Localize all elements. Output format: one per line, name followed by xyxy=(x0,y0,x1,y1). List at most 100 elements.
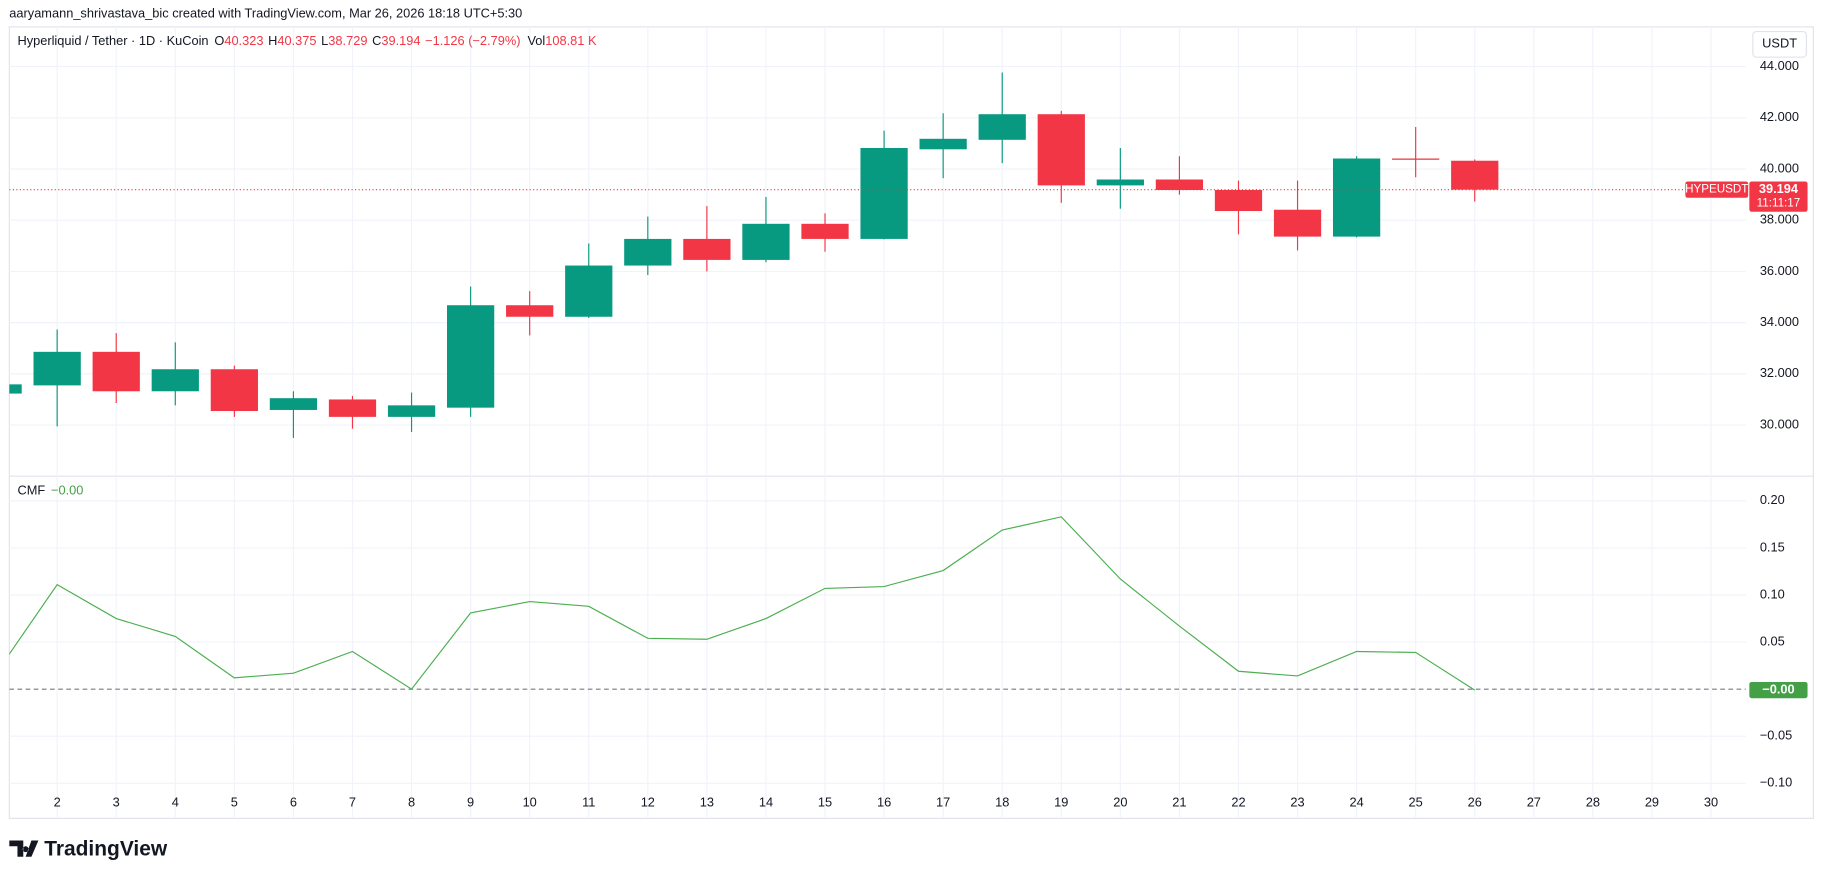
candle-body xyxy=(506,305,554,317)
candle-body xyxy=(919,138,967,150)
x-tick-label: 7 xyxy=(349,795,356,810)
symbol-title: Hyperliquid / Tether · 1D · KuCoin xyxy=(17,33,208,48)
x-tick-label: 20 xyxy=(1113,795,1127,810)
logo: TradingView xyxy=(9,837,168,860)
x-tick-label: 2 xyxy=(54,795,61,810)
logo-text: TradingView xyxy=(44,837,168,860)
y-tick-label: 30.000 xyxy=(1760,416,1799,431)
x-tick-label: 13 xyxy=(700,795,714,810)
attribution: aaryamann_shrivastava_bic created with T… xyxy=(9,5,522,20)
ohlc-label: L xyxy=(321,33,328,48)
x-tick-label: 5 xyxy=(231,795,238,810)
x-tick-label: 14 xyxy=(759,795,773,810)
x-tick-label: 9 xyxy=(467,795,474,810)
x-tick-label: 6 xyxy=(290,795,297,810)
x-tick-label: 11 xyxy=(582,795,595,810)
chart-frame xyxy=(8,26,1814,819)
logo-icon xyxy=(9,840,39,857)
candle-body xyxy=(33,351,81,386)
y-tick-label: 40.000 xyxy=(1760,160,1799,175)
countdown-label: 11:11:17 xyxy=(1757,197,1801,210)
x-tick-label: 29 xyxy=(1645,795,1659,810)
x-tick-label: 22 xyxy=(1231,795,1245,810)
x-tick-label: 15 xyxy=(818,795,832,810)
candle-body xyxy=(742,223,790,260)
y-tick-label: 32.000 xyxy=(1760,365,1799,380)
candle-body xyxy=(801,223,849,239)
volume-value: 108.81 K xyxy=(545,33,597,48)
symbol-badge xyxy=(1685,181,1749,198)
cmf-line xyxy=(9,516,1476,691)
y-tick-label: 0.10 xyxy=(1760,586,1785,601)
legend-header: Hyperliquid / Tether · 1D · KuCoin O40.32… xyxy=(17,33,597,48)
indicator-value: −0.00 xyxy=(51,483,83,498)
x-tick-label: 17 xyxy=(936,795,950,810)
currency-button[interactable] xyxy=(1752,30,1807,58)
indicator-name: CMF xyxy=(17,483,45,498)
x-tick-label: 30 xyxy=(1704,795,1718,810)
x-tick-label: 23 xyxy=(1290,795,1304,810)
candle-body xyxy=(860,148,908,239)
y-tick-label: 34.000 xyxy=(1760,314,1799,329)
y-tick-label: −0.05 xyxy=(1760,728,1792,743)
x-tick-label: 10 xyxy=(523,795,537,810)
candle-body xyxy=(683,238,731,260)
candle-body xyxy=(210,369,258,411)
axes: 2 3 4 5 6 7 8 9 10 11 12 13 14 15 16 17 18 19 20 21 22 23 24 25… xyxy=(54,58,1808,810)
ohlc-value: 40.375 xyxy=(277,33,316,48)
change: −1.126 (−2.79%) xyxy=(425,33,520,48)
candle-body xyxy=(269,398,318,410)
ohlc-label: O xyxy=(214,33,224,48)
candle-body xyxy=(1392,158,1440,160)
candle-body xyxy=(1273,209,1322,237)
indicator-badge xyxy=(1749,681,1808,699)
candle-body xyxy=(565,265,613,317)
symbol-label: HYPEUSDT xyxy=(1685,183,1748,196)
ohlc-value: 40.323 xyxy=(224,33,263,48)
ohlc-value: 38.729 xyxy=(328,33,367,48)
candle-body xyxy=(1214,190,1263,212)
candle-body xyxy=(1096,179,1144,186)
indicator-badge-label: −0.00 xyxy=(1762,681,1794,696)
x-tick-label: 24 xyxy=(1349,795,1363,810)
x-tick-label: 27 xyxy=(1527,795,1541,810)
x-tick-label: 8 xyxy=(408,795,415,810)
grid xyxy=(9,26,1746,818)
x-tick-label: 4 xyxy=(172,795,179,810)
candle-body xyxy=(1332,158,1381,237)
x-tick-label: 26 xyxy=(1468,795,1482,810)
candle-body xyxy=(978,114,1026,140)
cmf-pane xyxy=(9,516,1746,691)
x-tick-label: 21 xyxy=(1172,795,1186,810)
x-tick-label: 16 xyxy=(877,795,891,810)
currency-label: USDT xyxy=(1762,36,1797,51)
ohlc-label: H xyxy=(268,33,277,48)
y-tick-label: 0.05 xyxy=(1760,633,1785,648)
price-badge-label: 39.194 xyxy=(1759,181,1799,196)
x-tick-label: 25 xyxy=(1409,795,1423,810)
x-tick-label: 12 xyxy=(641,795,655,810)
x-tick-label: 28 xyxy=(1586,795,1600,810)
candle-body xyxy=(328,399,377,417)
y-tick-label: 42.000 xyxy=(1760,109,1799,124)
ohlc-value: 39.194 xyxy=(381,33,420,48)
y-tick-label: −0.10 xyxy=(1760,775,1792,790)
x-tick-label: 18 xyxy=(995,795,1009,810)
candle-body xyxy=(1451,160,1499,190)
x-tick-label: 3 xyxy=(113,795,120,810)
candle-body xyxy=(624,238,672,266)
volume-label: Vol xyxy=(527,33,545,48)
candle-body xyxy=(387,405,436,417)
price-pane xyxy=(9,72,1746,438)
candle-body xyxy=(9,384,22,394)
candle-body xyxy=(446,305,495,408)
candle-body xyxy=(92,351,140,392)
y-tick-label: 36.000 xyxy=(1760,263,1799,278)
ohlc-label: C xyxy=(372,33,381,48)
y-tick-label: 0.15 xyxy=(1760,539,1785,554)
candle-body xyxy=(151,369,199,392)
price-badge xyxy=(1749,181,1808,212)
x-tick-label: 19 xyxy=(1054,795,1068,810)
y-tick-label: 38.000 xyxy=(1760,212,1799,227)
